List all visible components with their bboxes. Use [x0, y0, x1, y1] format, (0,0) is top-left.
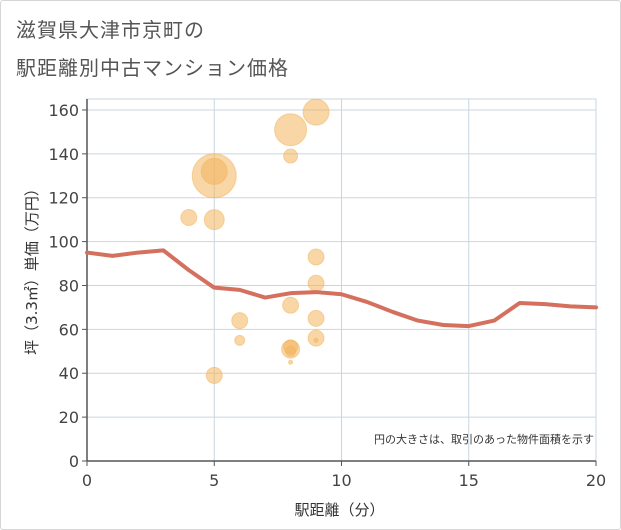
bubble-point [307, 248, 325, 266]
bubble-point [288, 359, 294, 365]
y-tick-label: 80 [59, 276, 79, 295]
y-tick-label: 20 [59, 408, 79, 427]
bubble-point [283, 148, 299, 164]
bubble-point [231, 312, 249, 330]
x-tick-label: 20 [586, 471, 606, 490]
bubble-point [205, 366, 223, 384]
chart-grid [86, 98, 597, 462]
chart-title-line1: 滋賀県大津市京町の [16, 18, 205, 42]
y-axis-title: 坪（3.3㎡）単価（万円） [23, 181, 41, 355]
bubble-point [180, 208, 198, 226]
y-tick-label: 40 [59, 364, 79, 383]
bubble-point [285, 345, 297, 357]
bubble-layer [180, 98, 330, 384]
line-layer [85, 248, 598, 329]
x-tick-label: 5 [209, 471, 219, 490]
series-line [85, 248, 598, 329]
bubble-point [282, 296, 300, 314]
chart-note: 円の大きさは、取引のあった物件面積を示す [374, 432, 594, 446]
y-tick-label: 0 [69, 452, 79, 471]
y-tick-label: 60 [59, 320, 79, 339]
x-tick-label: 0 [82, 471, 92, 490]
bubble-point [313, 337, 319, 343]
bubble-point [302, 98, 330, 126]
bubble-point [274, 113, 308, 147]
y-tick-label: 160 [48, 101, 79, 120]
bubble-point [203, 209, 225, 231]
y-tick-label: 120 [48, 189, 79, 208]
x-tick-label: 10 [331, 471, 351, 490]
y-tick-label: 100 [48, 233, 79, 252]
label-layer: 0 20 40 60 80 100 120 140 160 0 5 10 15 20 駅距離（分） 坪（3.3… [23, 101, 606, 519]
chart-axes [82, 99, 597, 466]
chart-title-line2: 駅距離別中古マンション価格 [16, 56, 289, 80]
bubble-point [307, 274, 325, 292]
x-tick-label: 15 [459, 471, 479, 490]
bubble-point [307, 309, 325, 327]
y-tick-label: 140 [48, 145, 79, 164]
bubble-point [234, 334, 246, 346]
x-axis-title: 駅距離（分） [294, 501, 384, 519]
bubble-point [200, 157, 228, 185]
